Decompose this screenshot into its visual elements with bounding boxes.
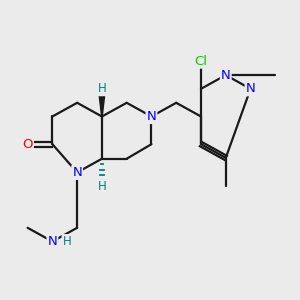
- Text: N: N: [246, 82, 255, 95]
- Text: H: H: [63, 235, 71, 248]
- Text: N: N: [47, 235, 57, 248]
- Text: N: N: [147, 110, 156, 123]
- Text: O: O: [22, 138, 33, 151]
- Text: N: N: [221, 69, 231, 82]
- Text: Cl: Cl: [194, 55, 208, 68]
- Text: N: N: [72, 166, 82, 179]
- Text: H: H: [98, 180, 106, 193]
- Polygon shape: [98, 89, 105, 116]
- Text: H: H: [98, 82, 106, 95]
